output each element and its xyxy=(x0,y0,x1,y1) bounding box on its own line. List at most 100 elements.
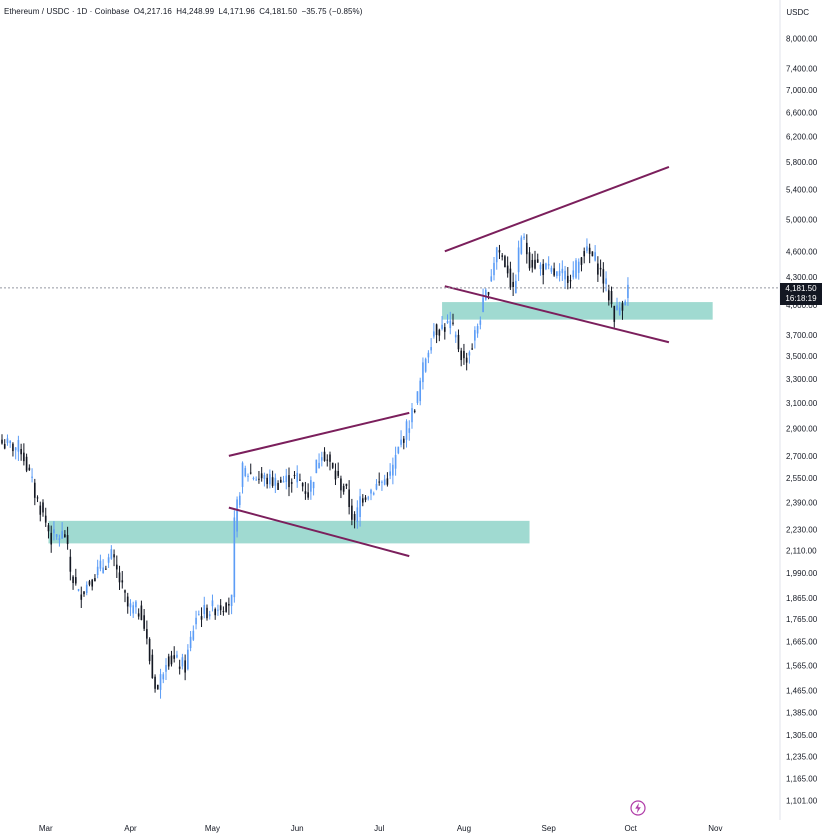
bar-countdown: 16:18:19 xyxy=(785,294,817,303)
candle-body xyxy=(219,605,222,611)
candle-body xyxy=(173,655,176,659)
candle-body xyxy=(285,475,288,482)
price-axis[interactable]: 8,000.00 7,400.00 7,000.00 6,600.00 6,200.00… xyxy=(786,35,818,806)
candle-body xyxy=(225,602,227,612)
candle-body xyxy=(39,505,42,515)
candle-body xyxy=(255,479,258,481)
candle-body xyxy=(438,329,441,336)
candle-body xyxy=(345,483,348,486)
currency-label[interactable]: USDC xyxy=(786,8,809,17)
candle-body xyxy=(471,348,473,350)
candle-body xyxy=(72,576,74,584)
y-tick-label: 1,990.00 xyxy=(786,569,818,578)
candle-body xyxy=(307,492,309,498)
candle-body xyxy=(624,301,627,306)
candle-body xyxy=(28,467,31,471)
candle-body xyxy=(509,268,512,288)
trendline xyxy=(444,165,670,253)
y-tick-label: 5,000.00 xyxy=(786,215,818,224)
candle-body xyxy=(569,280,572,282)
candle-body xyxy=(140,605,143,620)
candle-body xyxy=(91,579,94,587)
candle-body xyxy=(184,660,186,673)
y-tick-label: 1,565.00 xyxy=(786,661,818,670)
candle-body xyxy=(493,262,495,276)
support-zones xyxy=(48,302,713,544)
y-tick-label: 2,900.00 xyxy=(786,424,818,433)
x-tick-label: Sep xyxy=(542,824,557,833)
candle-body xyxy=(44,515,47,523)
candle-body xyxy=(271,477,274,486)
symbol-title[interactable]: Ethereum / USDC · 1D · Coinbase xyxy=(4,7,130,16)
candle-body xyxy=(334,470,337,480)
candle-body xyxy=(320,457,323,461)
candle-body xyxy=(484,289,487,300)
candle-body xyxy=(105,568,107,570)
time-axis[interactable]: Mar Apr May Jun Jul Aug Sep Oct Nov xyxy=(39,824,723,833)
candle-body xyxy=(356,507,359,523)
candle-body xyxy=(446,320,449,323)
candle-body xyxy=(430,347,432,351)
y-tick-label: 5,400.00 xyxy=(786,186,818,195)
candle-body xyxy=(304,491,307,494)
candle-body xyxy=(577,261,580,273)
candle-body xyxy=(487,292,490,295)
candle-body xyxy=(159,674,162,690)
candle-body xyxy=(312,481,315,489)
candle-body xyxy=(564,270,566,280)
last-price-tag: 4,181.50 16:18:19 xyxy=(780,283,822,305)
y-tick-label: 4,000.00 xyxy=(786,301,818,310)
y-tick-label: 1,465.00 xyxy=(786,687,818,696)
candle-body xyxy=(561,268,564,274)
x-tick-label: Jul xyxy=(374,824,384,833)
candle-body xyxy=(602,269,605,284)
candle-body xyxy=(397,446,400,454)
y-tick-label: 2,110.00 xyxy=(786,547,817,556)
candle-body xyxy=(547,264,550,266)
candle-body xyxy=(364,497,367,500)
candle-body xyxy=(99,560,102,569)
y-tick-label: 7,400.00 xyxy=(786,65,818,74)
candle-body xyxy=(315,459,318,474)
candle-body xyxy=(115,564,118,570)
candle-body xyxy=(135,601,137,608)
candle-body xyxy=(33,482,36,498)
candle-body xyxy=(326,459,329,461)
y-tick-label: 2,390.00 xyxy=(786,499,818,508)
candle-body xyxy=(162,674,165,680)
candle-body xyxy=(378,481,381,483)
candle-body xyxy=(586,246,588,251)
candle-body xyxy=(348,489,350,508)
candle-body xyxy=(400,439,402,445)
candle-body xyxy=(621,303,624,311)
candle-body xyxy=(490,276,493,282)
candle-body xyxy=(523,236,525,239)
lightning-icon[interactable] xyxy=(630,800,646,816)
candle-body xyxy=(31,476,33,478)
candle-body xyxy=(594,252,596,261)
candle-body xyxy=(449,320,452,329)
candle-body xyxy=(181,657,184,667)
y-tick-label: 2,550.00 xyxy=(786,474,818,483)
candle-body xyxy=(525,242,528,255)
candle-body xyxy=(566,275,569,283)
y-tick-label: 1,235.00 xyxy=(786,752,818,761)
candle-body xyxy=(170,655,173,665)
candle-body xyxy=(411,408,413,423)
candle-body xyxy=(370,489,372,494)
candle-body xyxy=(476,325,479,334)
candle-body xyxy=(274,477,277,486)
y-tick-label: 7,000.00 xyxy=(786,86,818,95)
candle-body xyxy=(375,483,378,490)
candle-body xyxy=(361,498,364,503)
last-price-value: 4,181.50 xyxy=(785,284,817,293)
candle-body xyxy=(474,330,476,341)
y-tick-label: 8,000.00 xyxy=(786,35,818,44)
candle-body xyxy=(69,556,72,572)
support-zone xyxy=(48,520,530,544)
candle-body xyxy=(435,324,438,336)
candle-body xyxy=(408,428,411,433)
y-tick-label: 5,800.00 xyxy=(786,158,818,167)
candle-body xyxy=(340,478,342,491)
